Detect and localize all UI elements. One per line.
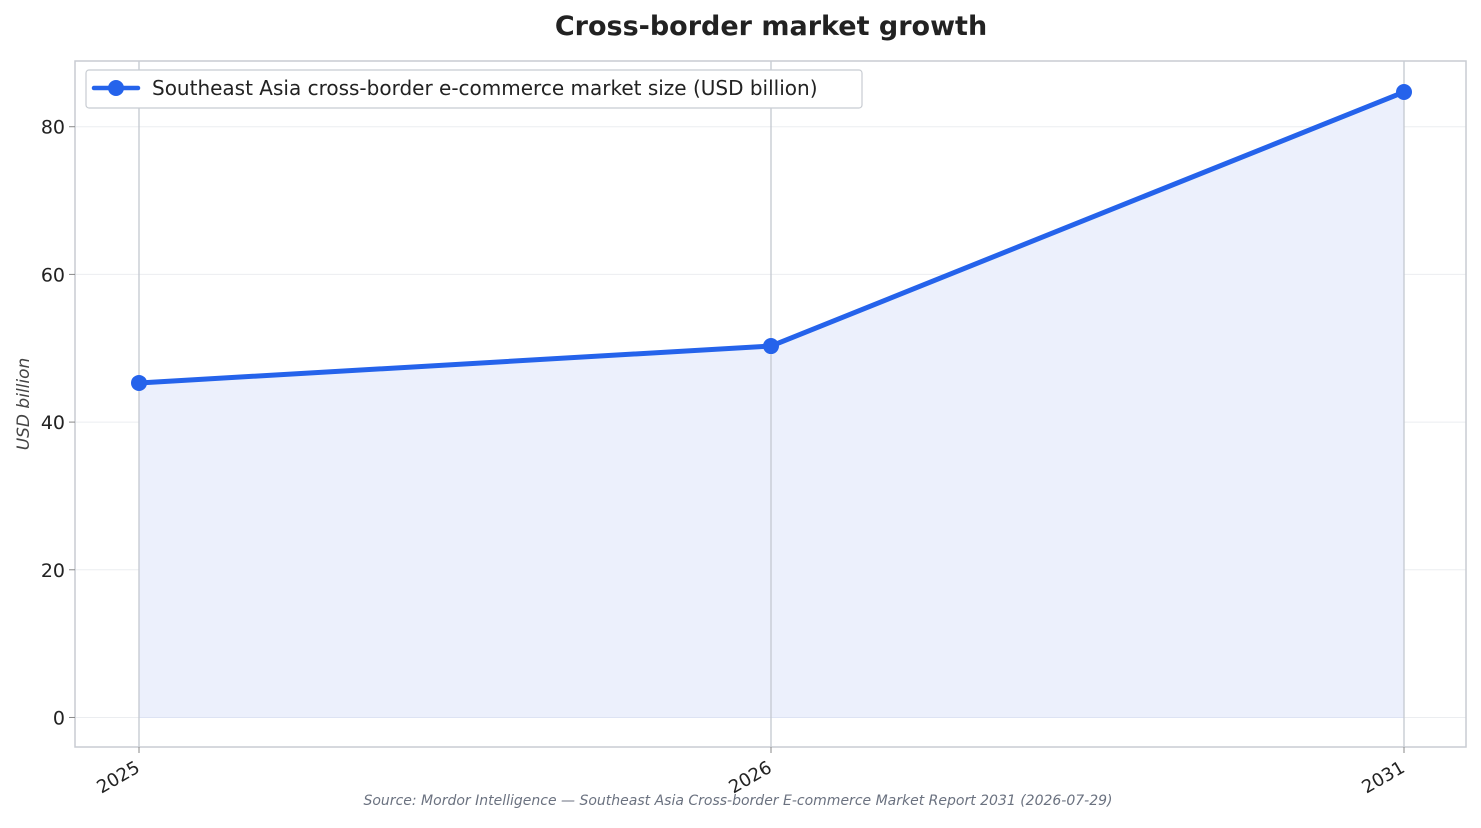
source-note: Source: Mordor Intelligence — Southeast … bbox=[363, 793, 1112, 809]
legend-label: Southeast Asia cross-border e-commerce m… bbox=[152, 76, 818, 100]
data-point bbox=[131, 374, 147, 391]
x-tick-label: 2031 bbox=[1358, 757, 1408, 798]
y-tick-label: 60 bbox=[41, 264, 65, 286]
y-axis-label: USD billion bbox=[14, 358, 34, 451]
legend-box bbox=[85, 69, 863, 109]
legend-marker-swatch bbox=[108, 80, 124, 96]
y-axis: 0 20 40 60 80 bbox=[41, 117, 75, 729]
y-tick-label: 80 bbox=[41, 117, 65, 139]
series-layer bbox=[131, 84, 1412, 391]
chart-title: Cross-border market growth bbox=[555, 11, 987, 42]
x-tick-label: 2025 bbox=[93, 757, 143, 798]
y-tick-label: 0 bbox=[53, 707, 65, 729]
y-tick-label: 40 bbox=[41, 412, 65, 434]
data-point bbox=[1396, 84, 1412, 101]
x-gridlines bbox=[138, 61, 1405, 747]
legend: Southeast Asia cross-border e-commerce m… bbox=[85, 69, 863, 109]
data-point bbox=[763, 338, 779, 355]
x-axis: 2025 2026 2031 bbox=[93, 747, 1409, 798]
y-tick-label: 20 bbox=[41, 560, 65, 582]
